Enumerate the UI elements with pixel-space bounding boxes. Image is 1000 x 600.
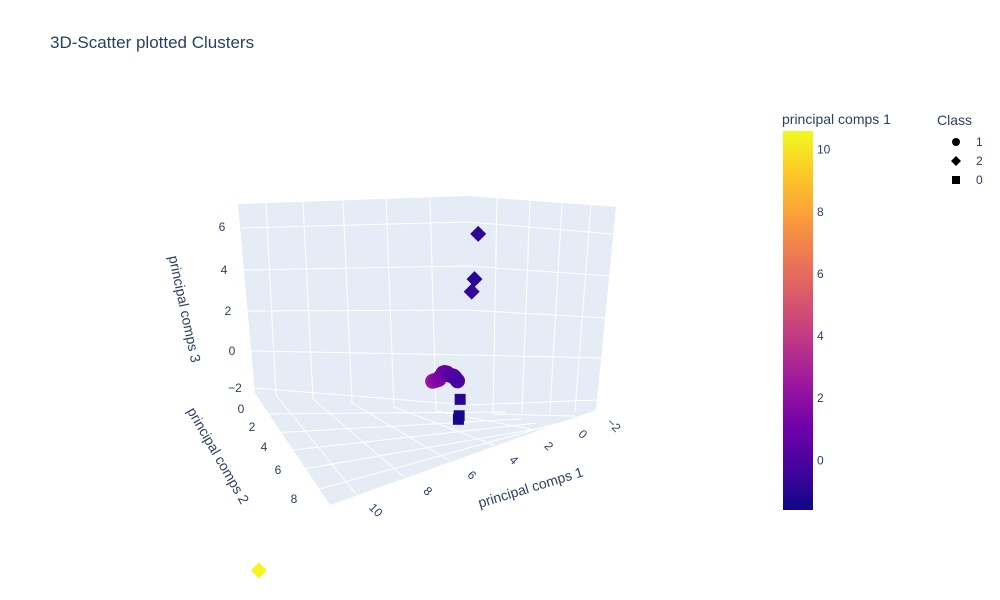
data-point-circle[interactable] <box>450 373 466 389</box>
data-markers <box>250 225 487 579</box>
legend-item-class-2[interactable]: 2 <box>948 151 983 170</box>
x-tick-label: 8 <box>421 484 436 499</box>
x-tick-label: 2 <box>542 439 557 454</box>
y-tick-label: 4 <box>261 440 268 454</box>
z-tick-label: 6 <box>219 220 226 234</box>
z-tick-label: 0 <box>229 344 236 358</box>
y-tick-label: 0 <box>238 402 245 416</box>
data-point-diamond[interactable] <box>250 562 267 579</box>
diamond-marker-icon <box>948 155 964 166</box>
circle-marker-icon <box>948 137 964 147</box>
data-point-diamond[interactable] <box>463 283 480 300</box>
x-axis-title: principal comps 1 <box>476 464 585 511</box>
data-point-square[interactable] <box>452 413 464 425</box>
legend-item-label: 1 <box>976 134 983 149</box>
y-axis-ticks: 0 2 4 6 8 <box>238 402 298 506</box>
x-tick-label: −2 <box>604 415 624 435</box>
z-tick-label: −2 <box>228 381 242 395</box>
colorbar <box>783 131 813 510</box>
z-tick-label: 2 <box>225 304 232 318</box>
data-point-diamond[interactable] <box>470 225 487 242</box>
y-tick-label: 6 <box>275 463 282 477</box>
colorbar-tick-label: 0 <box>817 453 824 467</box>
colorbar-tick-label: 6 <box>817 267 824 281</box>
colorbar-title: principal comps 1 <box>782 111 891 127</box>
colorbar-tick-label: 2 <box>817 391 824 405</box>
x-tick-label: 0 <box>576 427 591 442</box>
legend-item-label: 2 <box>976 153 983 168</box>
colorbar-tick-label: 10 <box>817 143 831 157</box>
data-point-diamond[interactable] <box>466 271 483 288</box>
square-marker-icon <box>948 175 964 185</box>
y-tick-label: 8 <box>291 492 298 506</box>
back-wall-left <box>238 196 468 415</box>
y-tick-label: 2 <box>249 420 256 434</box>
legend-item-label: 0 <box>976 172 983 187</box>
legend-item-class-0[interactable]: 0 <box>948 170 983 189</box>
y-axis-title: principal comps 2 <box>184 404 252 507</box>
x-tick-label: 6 <box>465 468 480 483</box>
grid-lines <box>240 197 614 495</box>
floor-plane <box>255 393 596 505</box>
legend: 1 2 0 <box>948 132 983 189</box>
colorbar-ticks: 0 2 4 6 8 10 <box>817 143 831 468</box>
z-axis-ticks: 6 4 2 0 −2 <box>219 220 243 395</box>
colorbar-tick-label: 8 <box>817 205 824 219</box>
legend-title: Class <box>937 112 973 128</box>
chart-title: 3D-Scatter plotted Clusters <box>50 33 255 52</box>
x-tick-label: 4 <box>507 453 522 468</box>
back-wall-right <box>468 196 616 415</box>
data-point-square[interactable] <box>454 393 466 405</box>
z-tick-label: 4 <box>221 263 228 277</box>
z-axis-title: principal comps 3 <box>166 254 204 364</box>
legend-item-class-1[interactable]: 1 <box>948 132 983 151</box>
colorbar-tick-label: 4 <box>817 329 824 343</box>
x-tick-label: 10 <box>366 500 386 520</box>
